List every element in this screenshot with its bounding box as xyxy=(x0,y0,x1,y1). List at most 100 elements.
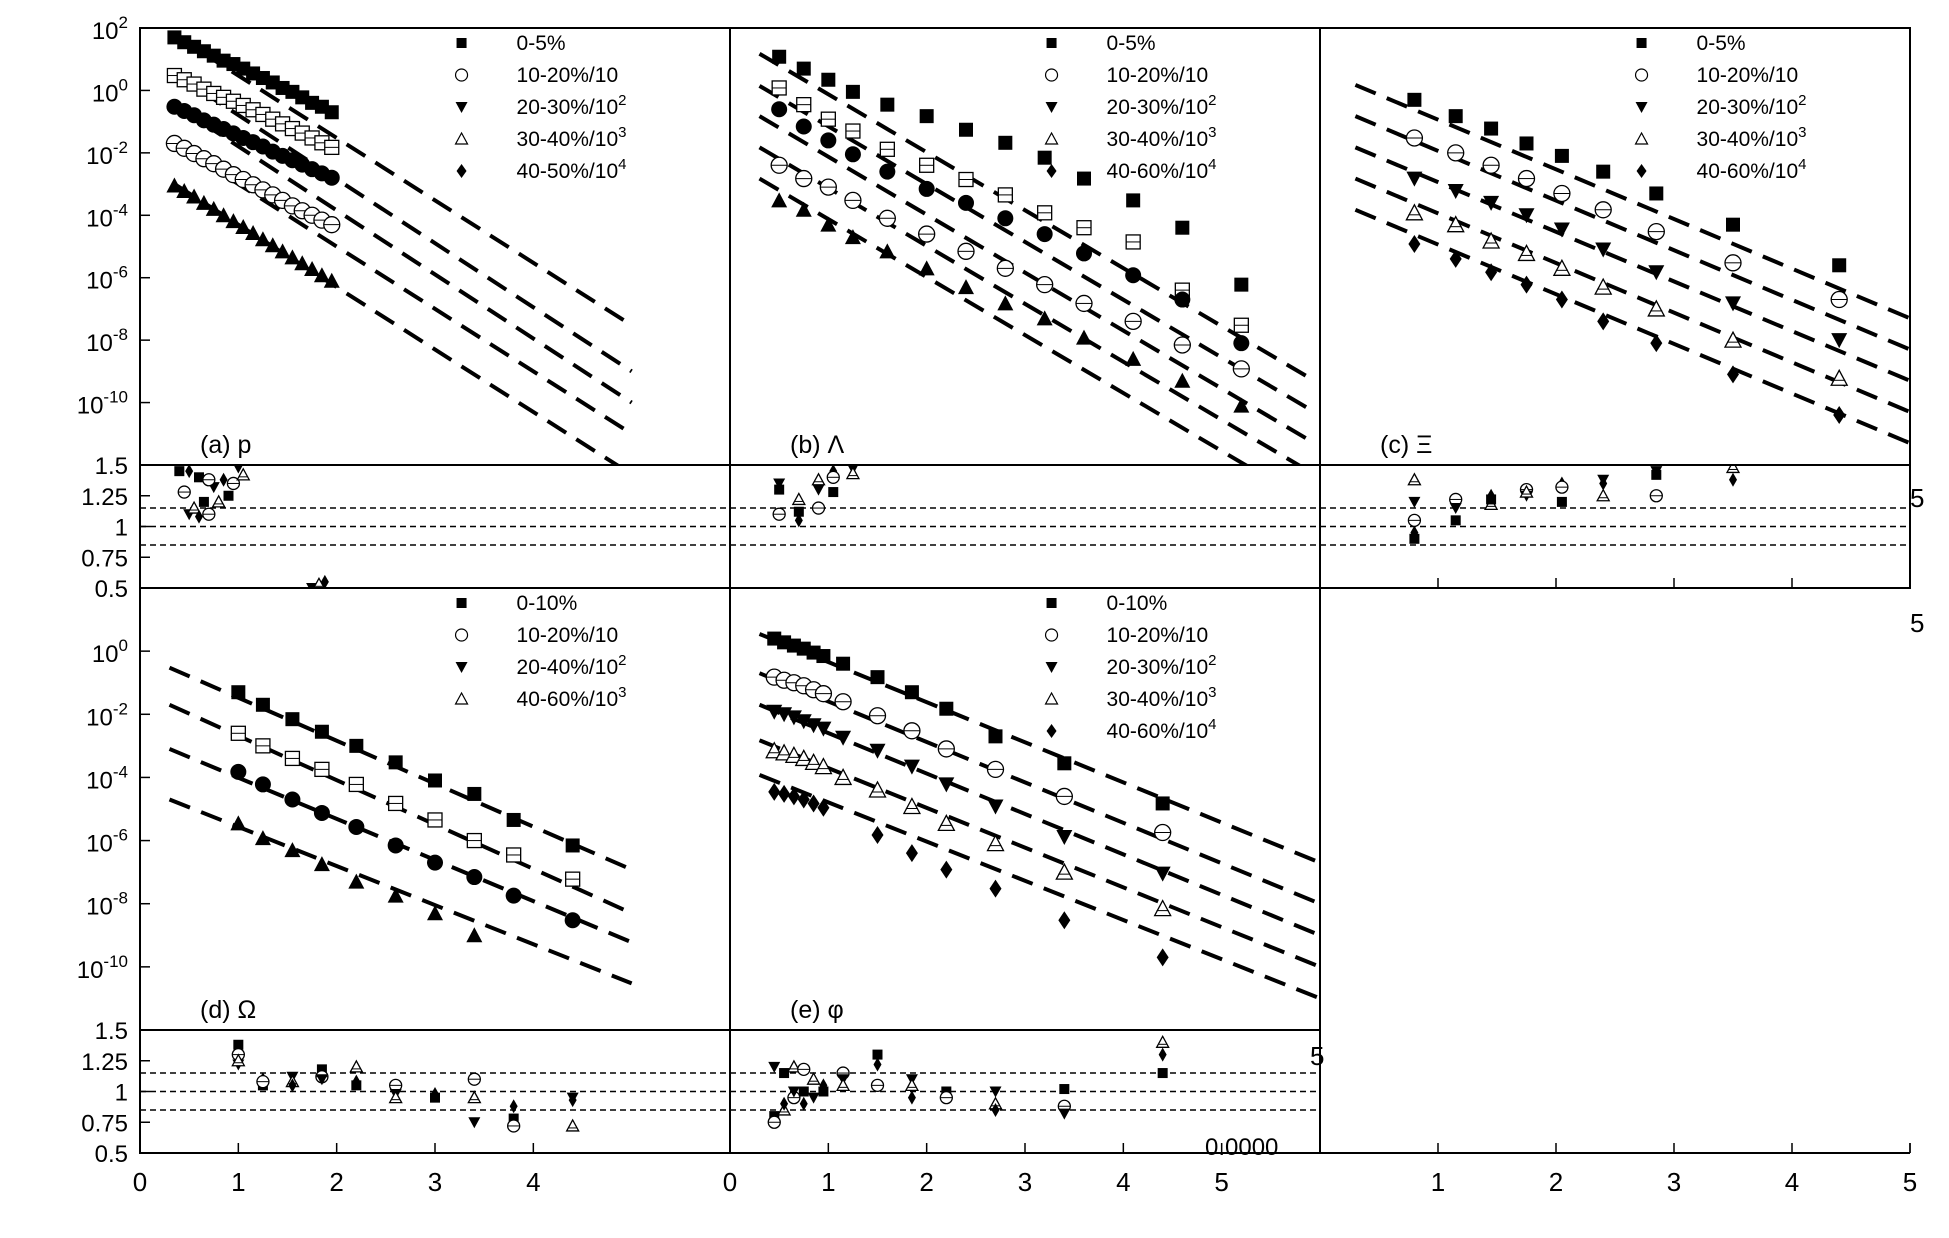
tick-label: 3 xyxy=(428,1167,442,1197)
marker-square xyxy=(223,490,234,501)
legend: 0-10% 10-20%/10 20-30%/102 30-40%/103 40-60%… xyxy=(1044,592,1216,743)
marker-square-open xyxy=(997,187,1013,203)
panel-0: 0-5% 10-20%/10 20-30%/102 30-40%/103 40-50%/… xyxy=(139,27,731,589)
marker-circle-open xyxy=(1724,254,1742,272)
marker-square xyxy=(796,61,811,76)
marker-triangle xyxy=(313,856,330,872)
marker-triangle-down xyxy=(768,1061,781,1073)
marker-triangle xyxy=(294,255,311,271)
tick-label: 4 xyxy=(526,1167,540,1197)
marker-circle-open xyxy=(1232,360,1250,378)
marker-triangle-down xyxy=(1553,222,1570,238)
marker-triangle-open xyxy=(1519,484,1534,498)
marker-square-open xyxy=(958,171,974,188)
marker-triangle-open-shape xyxy=(1055,862,1074,880)
marker-square-open xyxy=(230,725,246,741)
marker-triangle-open xyxy=(765,741,784,759)
marker-square-open xyxy=(845,123,861,139)
marker-triangle xyxy=(205,200,222,216)
legend-label: 0-10% xyxy=(517,592,578,615)
marker-diamond xyxy=(1727,365,1739,384)
ratio-data xyxy=(1407,465,1741,544)
marker-triangle-down xyxy=(1831,333,1848,349)
marker-diamond xyxy=(873,1057,882,1072)
fit-line xyxy=(758,114,1312,443)
marker-triangle-open-shape xyxy=(1830,368,1849,386)
legend-marker-triangle-open xyxy=(1044,131,1059,145)
marker-square xyxy=(316,1064,327,1075)
ratio-data xyxy=(174,465,329,588)
marker-circle-open xyxy=(1647,222,1665,241)
legend-label: 10-20%/10 xyxy=(1107,624,1209,647)
marker-square xyxy=(388,755,403,770)
marker-square-open xyxy=(771,80,787,96)
marker-circle-open xyxy=(903,722,921,740)
marker-circle-open xyxy=(819,178,837,196)
marker-triangle xyxy=(820,216,837,232)
marker-circle-open xyxy=(1405,129,1424,147)
legend-label: 40-50%/104 xyxy=(517,156,627,183)
marker-triangle-down xyxy=(315,1074,328,1086)
legend-label: 20-30%/102 xyxy=(1107,92,1217,119)
tick-label: 0 xyxy=(723,1167,737,1197)
marker-square-open xyxy=(466,832,482,849)
marker-triangle-open-shape xyxy=(1725,465,1741,474)
ratio-data xyxy=(772,465,861,528)
marker-triangle xyxy=(254,830,271,846)
marker-circle-open xyxy=(772,507,786,521)
marker-triangle-open xyxy=(1482,231,1501,249)
marker-triangle xyxy=(254,231,271,247)
tick-label: 0.5 xyxy=(95,576,128,603)
marker-circle-open xyxy=(1517,169,1536,188)
marker-circle-open xyxy=(1649,489,1663,503)
marker-circle-open xyxy=(1055,787,1073,806)
marker-diamond xyxy=(1058,911,1071,930)
marker-diamond xyxy=(195,509,203,524)
marker-circle-open xyxy=(767,1115,781,1129)
marker-square xyxy=(816,649,831,664)
marker-triangle-open xyxy=(1155,1034,1170,1048)
fit-line xyxy=(758,84,1312,412)
marker-triangle-down xyxy=(787,1086,800,1098)
marker-triangle-open-shape xyxy=(1723,330,1743,348)
marker-triangle-open xyxy=(1725,465,1741,474)
marker-square xyxy=(1484,121,1499,136)
legend-label: 10-20%/10 xyxy=(517,64,619,87)
marker-square xyxy=(1155,796,1170,811)
marker-triangle-open xyxy=(231,1053,246,1067)
marker-square xyxy=(430,1092,440,1103)
tick-label: 0.75 xyxy=(81,1110,128,1137)
marker-diamond xyxy=(219,472,228,487)
ratio-panel xyxy=(140,1039,730,1133)
marker-diamond xyxy=(778,784,791,803)
legend-label: 30-40%/103 xyxy=(1107,124,1217,151)
marker-triangle-open xyxy=(811,472,826,486)
marker-circle xyxy=(505,887,522,904)
marker-triangle-open-shape xyxy=(765,741,784,759)
marker-triangle-open-shape xyxy=(1446,215,1465,233)
marker-triangle xyxy=(844,229,861,245)
legend-label: 0-5% xyxy=(517,32,566,55)
marker-triangle-open xyxy=(1552,258,1571,276)
legend-marker-triangle-open xyxy=(454,691,469,705)
tick-label: 5 xyxy=(1903,1167,1917,1197)
marker-triangle-down xyxy=(815,721,832,737)
tick-label: 10-8 xyxy=(86,889,128,921)
axes: 10210010-210-410-610-810-101.51.2510.750… xyxy=(77,13,1925,1197)
marker-triangle-down xyxy=(989,1086,1002,1098)
marker-triangle-open xyxy=(1055,862,1074,880)
marker-triangle-open xyxy=(784,745,804,764)
marker-circle-open xyxy=(1555,480,1569,494)
legend-marker-square xyxy=(1046,38,1057,48)
marker-square-open xyxy=(314,761,330,778)
marker-triangle-open xyxy=(804,752,823,771)
legend-label: 20-40%/102 xyxy=(517,652,627,679)
legend-label: 0-5% xyxy=(1107,32,1156,55)
marker-triangle xyxy=(225,213,242,229)
marker-triangle xyxy=(264,237,281,253)
marker-triangle-open-shape xyxy=(774,743,794,761)
marker-diamond xyxy=(1520,275,1533,294)
marker-triangle xyxy=(195,194,212,210)
tick-label: 5 xyxy=(1214,1167,1228,1197)
marker-square xyxy=(818,1086,829,1097)
